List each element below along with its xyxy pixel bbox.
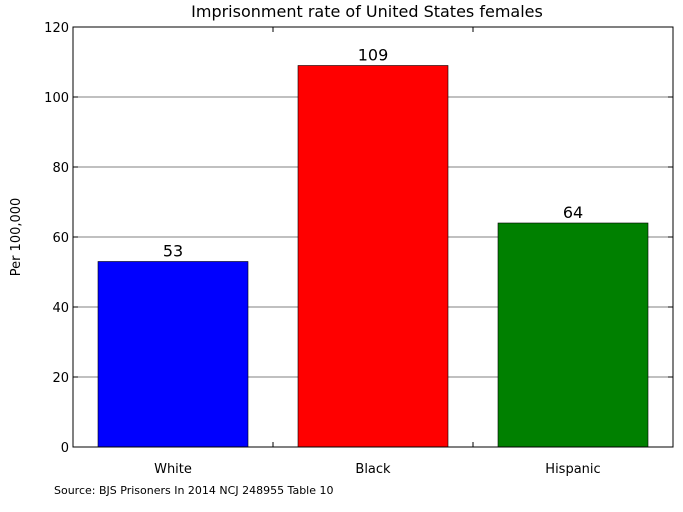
bar-black (297, 65, 449, 448)
y-tick-label: 20 (52, 371, 69, 386)
y-tick-label: 80 (52, 161, 69, 176)
y-tick-label: 40 (52, 301, 69, 316)
data-label-black: 109 (358, 46, 389, 65)
y-tick-label: 100 (44, 91, 69, 106)
x-axis-ticks: White Black Hispanic (154, 27, 601, 477)
chart-title: Imprisonment rate of United States femal… (191, 2, 543, 21)
bars (97, 65, 649, 448)
source-note: Source: BJS Prisoners In 2014 NCJ 248955… (54, 484, 334, 497)
y-tick-label: 60 (52, 231, 69, 246)
y-axis-label: Per 100,000 (9, 198, 24, 277)
y-axis-ticks: 0 20 40 60 80 100 120 (44, 21, 673, 456)
data-labels: 53 109 64 (163, 46, 583, 261)
x-tick-label-hispanic: Hispanic (545, 462, 600, 477)
x-tick-label-black: Black (355, 462, 391, 477)
y-tick-label: 0 (61, 441, 69, 456)
bar-white (97, 261, 249, 448)
y-tick-label: 120 (44, 21, 69, 36)
data-label-hispanic: 64 (563, 203, 583, 222)
x-tick-label-white: White (154, 462, 192, 477)
bar-hispanic (497, 222, 649, 448)
data-label-white: 53 (163, 242, 183, 261)
